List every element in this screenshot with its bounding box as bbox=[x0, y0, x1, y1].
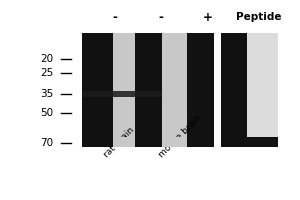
Bar bbox=[221, 33, 247, 147]
Text: 20: 20 bbox=[40, 54, 53, 64]
Bar bbox=[162, 33, 187, 147]
Text: -: - bbox=[112, 11, 117, 24]
Bar bbox=[214, 33, 221, 147]
Bar bbox=[113, 91, 125, 97]
Bar bbox=[113, 33, 135, 147]
Bar bbox=[82, 137, 278, 147]
Text: mouse brain: mouse brain bbox=[157, 113, 203, 159]
Bar bbox=[113, 137, 135, 147]
Bar bbox=[214, 137, 221, 147]
Text: Peptide: Peptide bbox=[236, 12, 282, 22]
Text: -: - bbox=[158, 11, 163, 24]
Bar bbox=[82, 33, 278, 147]
Text: 25: 25 bbox=[40, 68, 53, 78]
Bar bbox=[187, 33, 214, 147]
Bar bbox=[123, 91, 135, 97]
Bar bbox=[135, 91, 162, 97]
Text: +: + bbox=[203, 11, 213, 24]
Bar bbox=[162, 137, 187, 147]
Bar bbox=[82, 91, 113, 97]
Bar bbox=[82, 33, 113, 147]
Text: rat brain: rat brain bbox=[102, 125, 136, 159]
Text: 50: 50 bbox=[40, 108, 53, 118]
Text: 35: 35 bbox=[40, 89, 53, 99]
Text: 70: 70 bbox=[40, 138, 53, 148]
Bar bbox=[135, 33, 162, 147]
